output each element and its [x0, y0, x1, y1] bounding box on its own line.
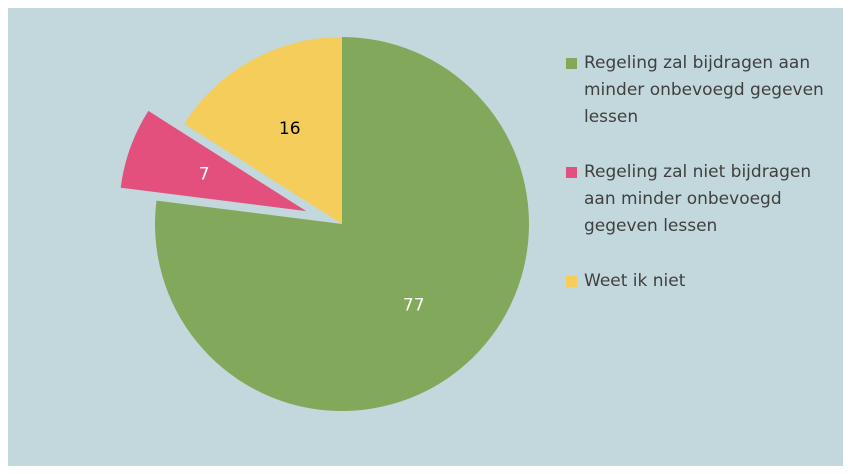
data-label: 7: [199, 164, 210, 184]
legend-swatch: [566, 58, 577, 69]
legend-item: Regeling zal bijdragen aan minder onbevo…: [566, 50, 836, 131]
legend-swatch: [566, 167, 577, 178]
legend-label: Regeling zal niet bijdragen aan minder o…: [584, 162, 812, 236]
legend: Regeling zal bijdragen aan minder onbevo…: [566, 50, 836, 323]
data-label: 16: [279, 119, 301, 139]
pie-slice: [155, 37, 530, 411]
data-label: 77: [403, 295, 425, 315]
legend-label: Weet ik niet: [584, 271, 686, 291]
legend-swatch: [566, 276, 577, 287]
legend-label: Regeling zal bijdragen aan minder onbevo…: [584, 53, 824, 127]
pie-slice: [120, 110, 307, 212]
legend-item: Weet ik niet: [566, 268, 836, 295]
legend-item: Regeling zal niet bijdragen aan minder o…: [566, 159, 836, 240]
pie-slice: [184, 37, 342, 224]
